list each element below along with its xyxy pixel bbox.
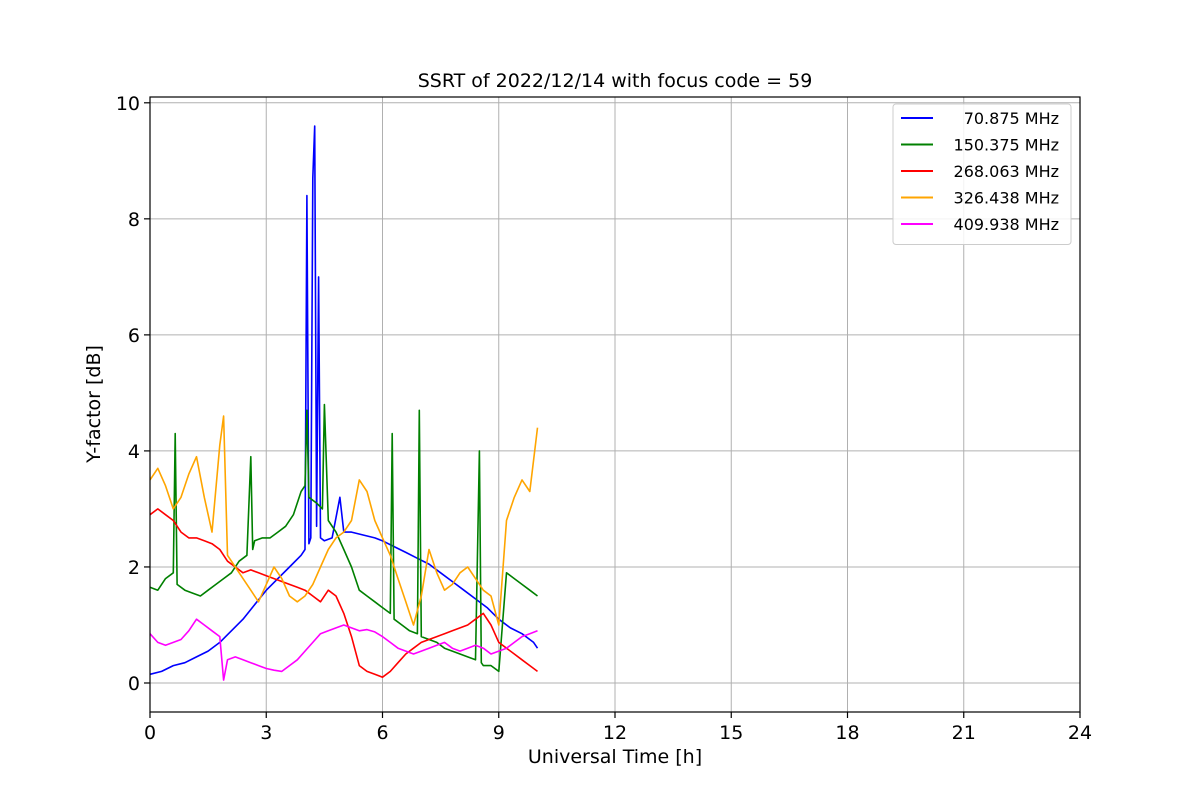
legend: 70.875 MHz 150.375 MHz 268.063 MHz 326.438 … [892, 103, 1072, 245]
series-line-1 [149, 403, 538, 673]
x-tick-label: 21 [952, 722, 976, 744]
x-tick-label: 18 [835, 722, 859, 744]
x-tick-label: 12 [603, 722, 627, 744]
legend-entry-label: 70.875 MHz [964, 109, 1059, 128]
y-tick-label: 8 [128, 209, 140, 231]
series-line-4 [149, 618, 538, 681]
chart-title: SSRT of 2022/12/14 with focus code = 59 [418, 70, 813, 92]
y-tick-label: 10 [116, 93, 140, 115]
legend-entry-label: 268.063 MHz [954, 162, 1059, 181]
series-line-3 [149, 415, 539, 626]
legend-entry-label: 326.438 MHz [954, 189, 1059, 208]
legend-entry-label: 150.375 MHz [954, 136, 1059, 155]
series-line-0 [149, 125, 539, 676]
x-tick-label: 3 [260, 722, 272, 744]
legend-entry-label: 409.938 MHz [954, 215, 1059, 234]
x-tick-label: 24 [1068, 722, 1092, 744]
y-tick-label: 6 [128, 325, 140, 347]
y-tick-label: 4 [128, 441, 140, 463]
y-axis-label: Y-factor [dB] [83, 345, 105, 464]
x-tick-label: 15 [719, 722, 743, 744]
x-axis-label: Universal Time [h] [528, 746, 702, 768]
x-tick-label: 6 [376, 722, 388, 744]
series-line-2 [149, 508, 538, 679]
legend-box [892, 103, 1072, 245]
y-tick-label: 2 [128, 557, 140, 579]
series-layer [149, 125, 539, 681]
x-tick-label: 9 [493, 722, 505, 744]
x-tick-label: 0 [144, 722, 156, 744]
y-tick-label: 0 [128, 673, 140, 695]
